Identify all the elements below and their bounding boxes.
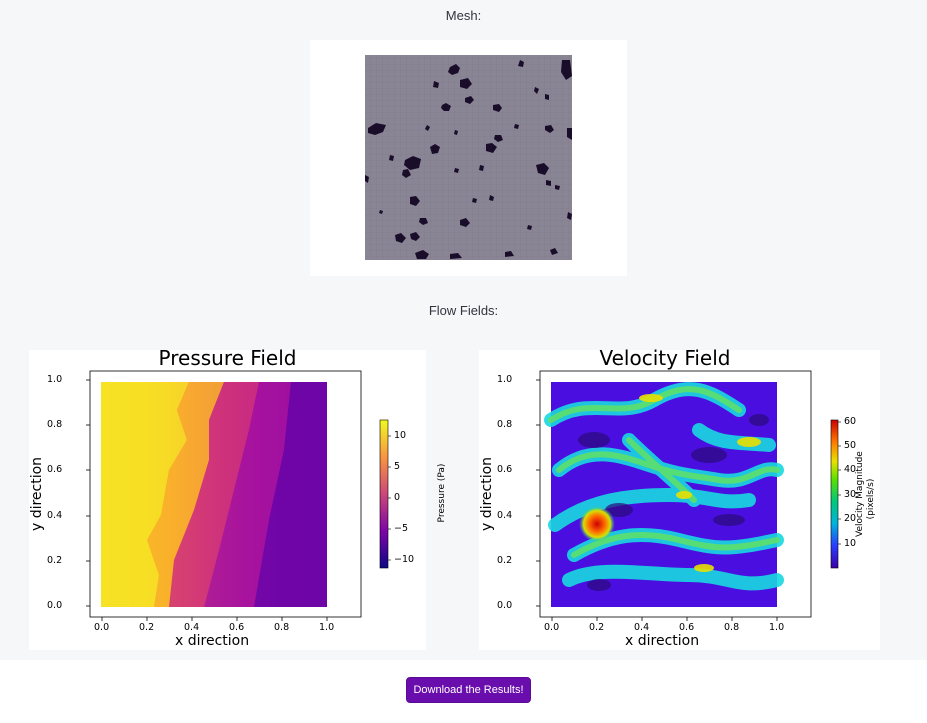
pressure-x-tick: 1.0	[319, 622, 335, 633]
velocity-cbar-tick: 10	[844, 538, 857, 549]
velocity-x-tick: 0.6	[679, 622, 695, 633]
pressure-cbar-tick: 5	[394, 461, 401, 472]
velocity-x-axis-label: x direction	[625, 633, 700, 649]
download-results-button[interactable]: Download the Results!	[406, 677, 531, 703]
pressure-colorbar-label: Pressure (Pa)	[437, 463, 447, 523]
velocity-cbar-tick: 50	[844, 440, 857, 451]
pressure-plot-image	[86, 370, 391, 621]
pressure-cbar-tick: −5	[394, 523, 409, 534]
velocity-colorbar-label: Velocity Magnitude (pixels/s)	[855, 451, 879, 537]
velocity-x-tick: 0.4	[634, 622, 650, 633]
velocity-y-tick: 0.2	[497, 555, 513, 566]
velocity-colorbar-label-line2: (pixels/s)	[866, 478, 876, 520]
velocity-y-axis-label: y direction	[479, 456, 495, 532]
pressure-y-tick: 0.4	[47, 510, 63, 521]
velocity-plot-title: Velocity Field	[599, 346, 731, 370]
mesh-section-label: Mesh:	[445, 8, 482, 23]
velocity-x-tick: 0.2	[589, 622, 605, 633]
pressure-plot-title: Pressure Field	[158, 346, 297, 370]
pressure-cbar-tick: 0	[394, 492, 401, 503]
velocity-cbar-tick: 40	[844, 464, 857, 475]
velocity-y-tick: 0.4	[497, 510, 513, 521]
velocity-cbar-tick: 20	[844, 513, 857, 524]
velocity-y-tick: 0.8	[497, 419, 513, 430]
pressure-y-tick: 0.8	[47, 419, 63, 430]
pressure-y-tick: 0.2	[47, 555, 63, 566]
velocity-y-tick: 0.6	[497, 464, 513, 475]
velocity-x-tick: 0.0	[544, 622, 560, 633]
pressure-y-tick: 1.0	[47, 374, 63, 385]
velocity-plot-image	[536, 370, 841, 621]
pressure-y-axis-label: y direction	[29, 456, 45, 532]
pressure-plot-card: Pressure Field	[29, 346, 447, 650]
velocity-x-tick: 0.8	[724, 622, 740, 633]
pressure-y-tick: 0.0	[47, 600, 63, 611]
velocity-cbar-tick: 60	[844, 416, 857, 427]
pressure-x-tick: 0.8	[274, 622, 290, 633]
velocity-plot-card: Velocity Field	[479, 346, 880, 650]
mesh-image-card	[310, 40, 627, 276]
pressure-cbar-tick: 10	[394, 430, 407, 441]
pressure-cbar-tick: −10	[394, 554, 415, 565]
velocity-x-tick: 1.0	[769, 622, 785, 633]
flow-section-label: Flow Fields:	[428, 303, 499, 318]
mesh-image	[365, 55, 572, 260]
velocity-y-tick: 1.0	[497, 374, 513, 385]
pressure-x-tick: 0.0	[94, 622, 110, 633]
velocity-y-tick: 0.0	[497, 600, 513, 611]
pressure-x-tick: 0.2	[139, 622, 155, 633]
velocity-colorbar-label-line1: Velocity Magnitude	[855, 451, 865, 537]
pressure-y-tick: 0.6	[47, 464, 63, 475]
velocity-cbar-tick: 30	[844, 489, 857, 500]
pressure-x-axis-label: x direction	[175, 633, 250, 649]
pressure-x-tick: 0.6	[229, 622, 245, 633]
pressure-x-tick: 0.4	[184, 622, 200, 633]
